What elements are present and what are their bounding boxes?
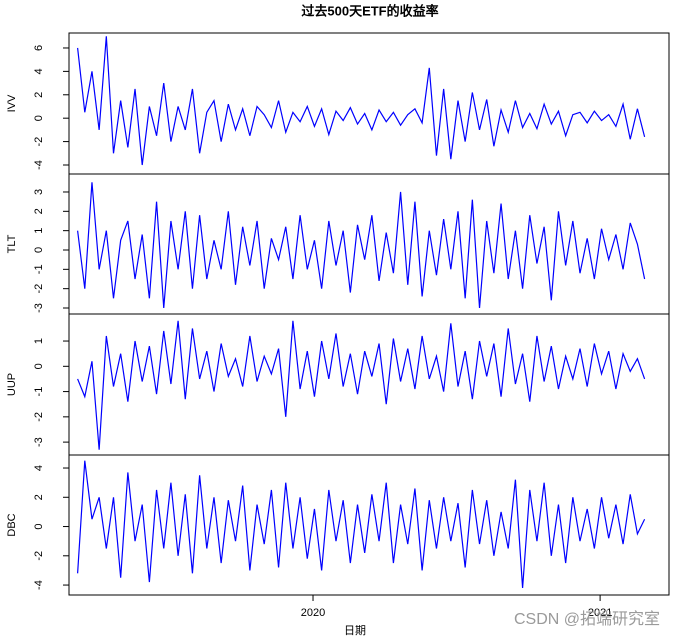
y-tick-label: 6 xyxy=(33,45,45,51)
y-tick-label: 2 xyxy=(33,208,45,214)
y-axis-label: DBC xyxy=(6,513,18,536)
x-tick-label: 2021 xyxy=(588,607,612,619)
watermark: CSDN @拓端研究室 xyxy=(514,610,660,628)
panel-frame xyxy=(68,313,670,456)
y-axis-label: UUP xyxy=(6,373,18,396)
series-line xyxy=(77,182,646,309)
y-axis-label: TLT xyxy=(6,234,18,253)
y-tick-label: -4 xyxy=(33,160,45,170)
y-tick-label: 1 xyxy=(33,228,45,234)
series-line xyxy=(77,460,646,589)
series-line xyxy=(77,320,646,450)
y-tick-label: -4 xyxy=(33,580,45,590)
y-tick-label: 3 xyxy=(33,189,45,195)
y-tick-label: 4 xyxy=(33,68,45,74)
y-tick-label: -2 xyxy=(33,137,45,147)
x-tick-label: 2020 xyxy=(301,607,325,619)
y-tick-label: -1 xyxy=(33,387,45,397)
panel-frame xyxy=(68,454,670,596)
y-tick-label: 0 xyxy=(33,115,45,121)
y-tick-label: -2 xyxy=(33,284,45,294)
y-tick-label: -2 xyxy=(33,551,45,561)
x-axis-label: 日期 xyxy=(344,624,366,637)
y-tick-label: 0 xyxy=(33,363,45,369)
y-tick-label: 0 xyxy=(33,523,45,529)
y-tick-label: 2 xyxy=(33,494,45,500)
y-tick-label: 0 xyxy=(33,247,45,253)
y-tick-label: -2 xyxy=(33,412,45,422)
panel-frame xyxy=(68,32,670,175)
y-tick-label: 2 xyxy=(33,92,45,98)
y-tick-label: -1 xyxy=(33,264,45,274)
y-axis-label: IVV xyxy=(6,94,18,112)
y-tick-label: -3 xyxy=(33,437,45,447)
series-line xyxy=(77,36,646,166)
y-tick-label: 1 xyxy=(33,338,45,344)
y-tick-label: 4 xyxy=(33,465,45,471)
chart-title: 过去500天ETF的收益率 xyxy=(301,3,438,18)
y-tick-label: -3 xyxy=(33,303,45,313)
